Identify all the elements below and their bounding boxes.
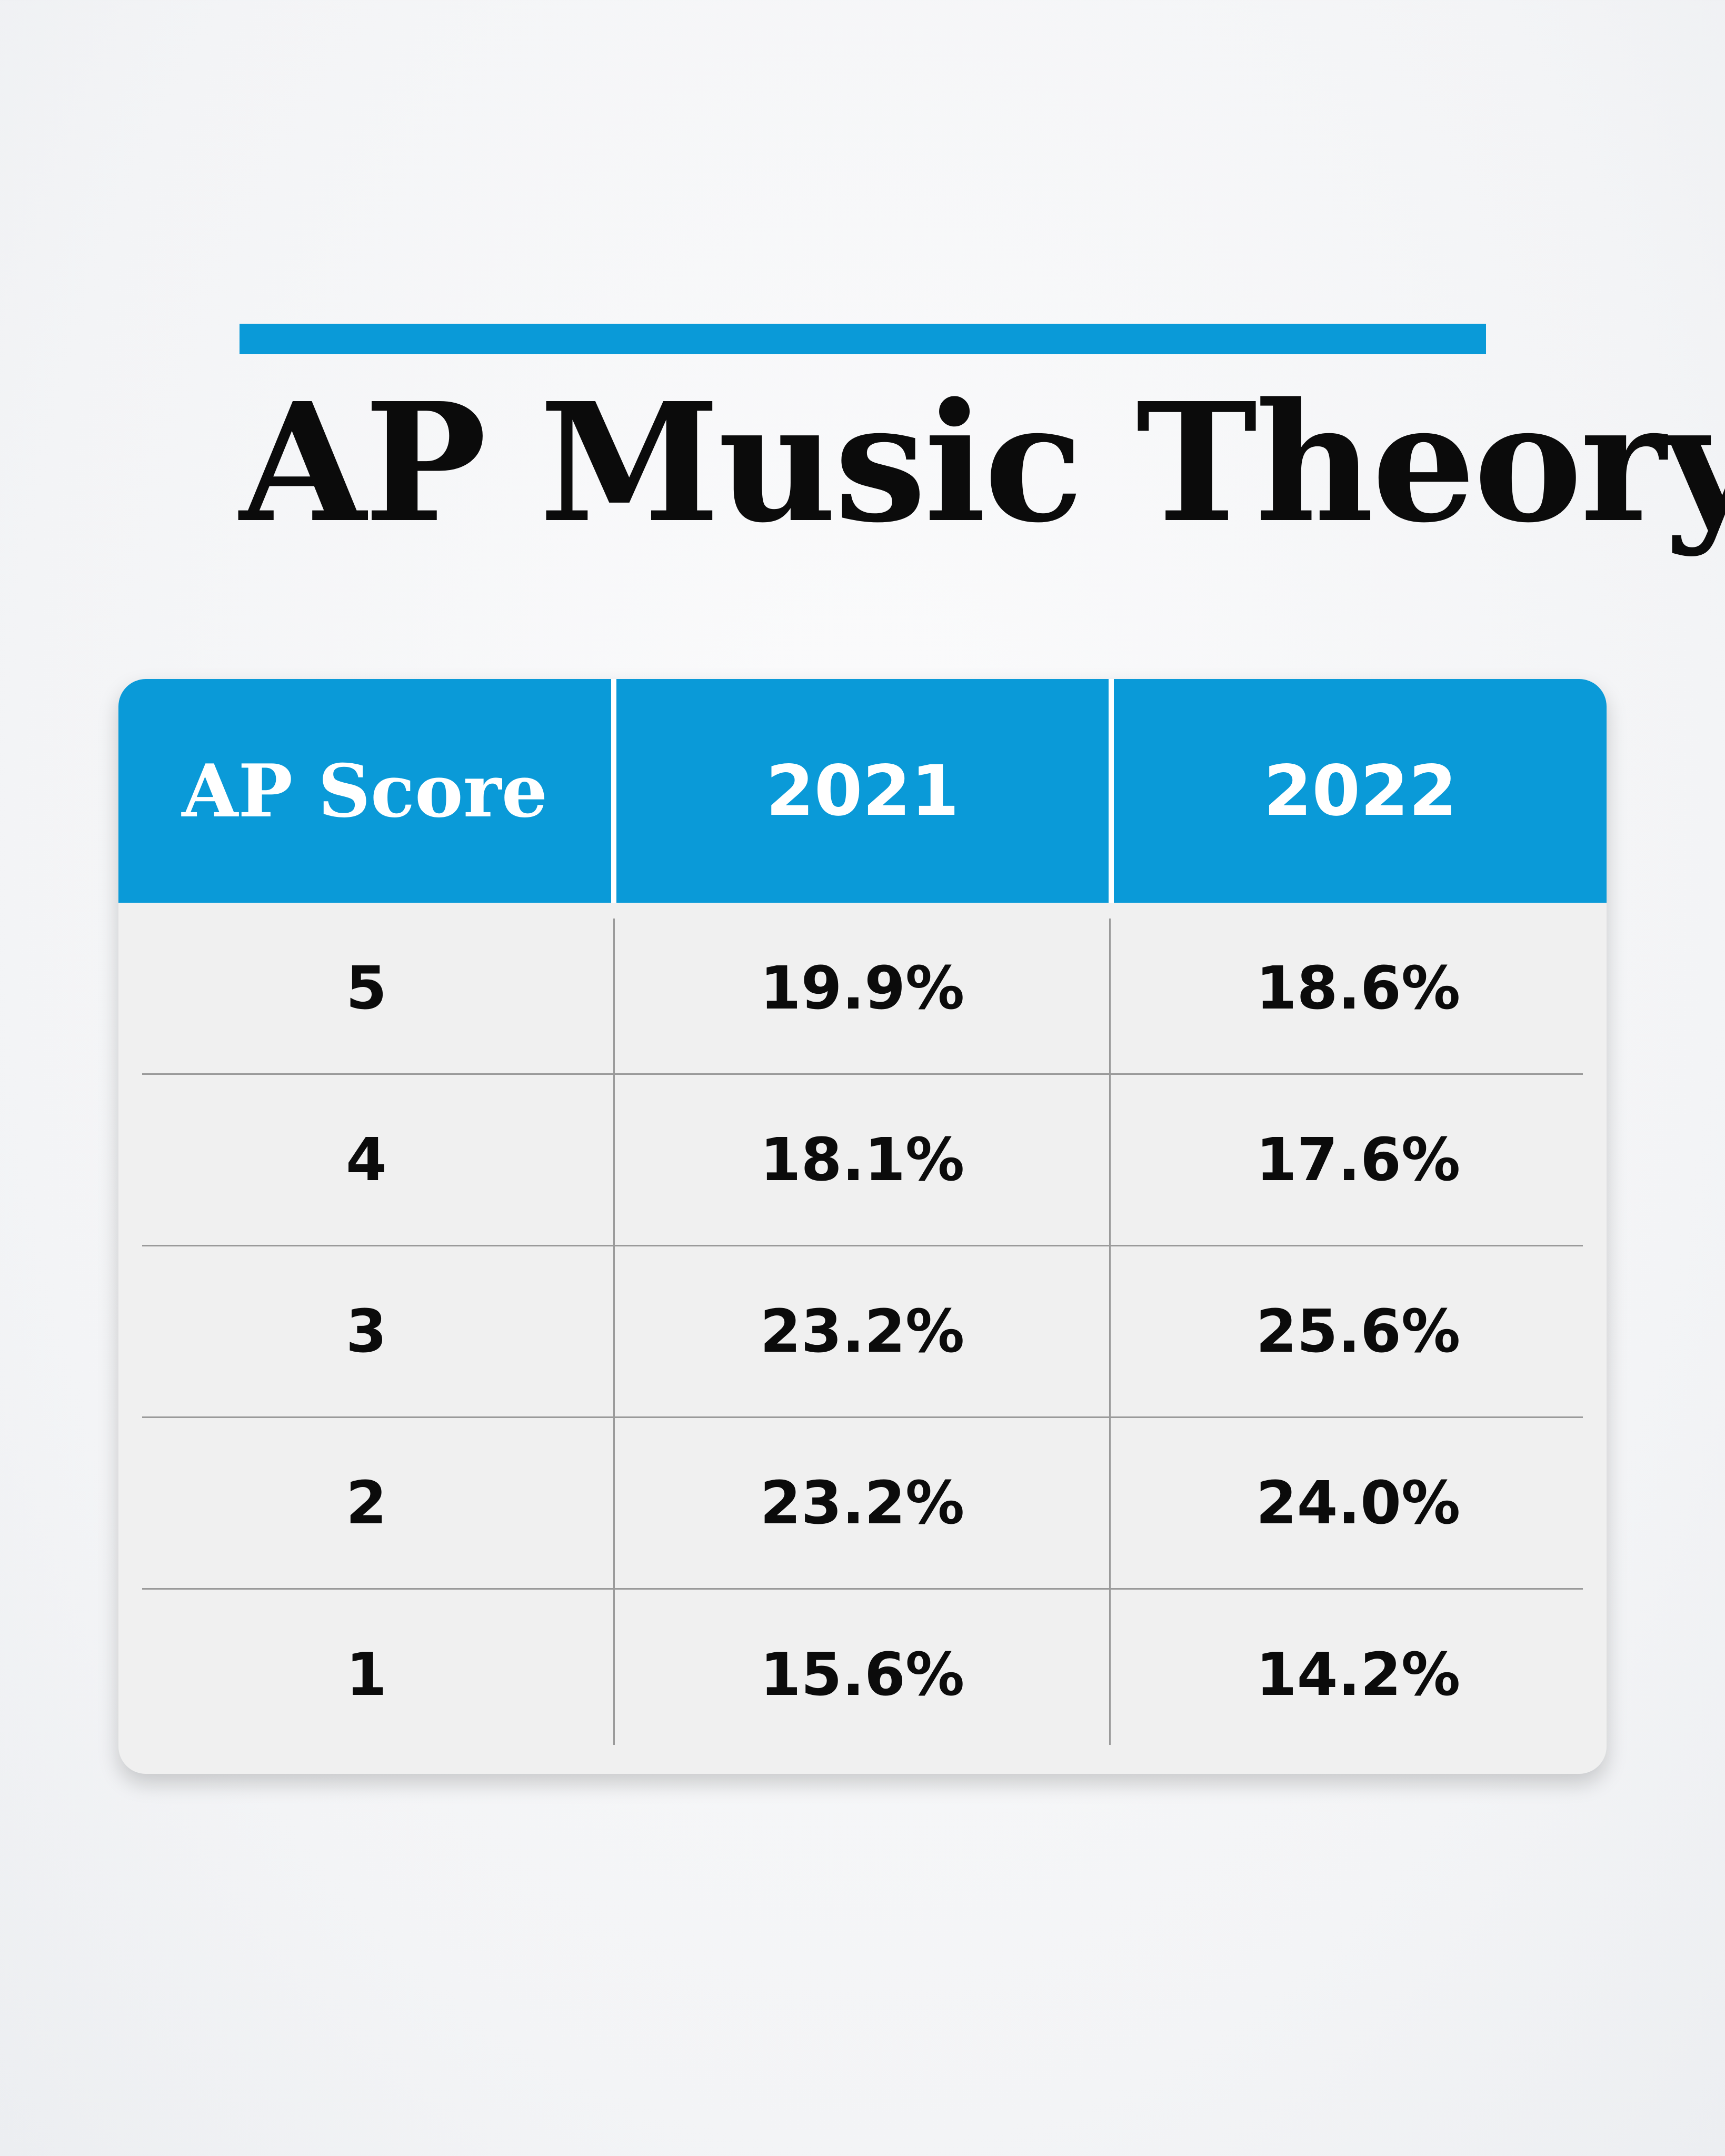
table-row: 1 15.6% 14.2%: [118, 1589, 1607, 1761]
column-header-2022: 2022: [1114, 679, 1607, 903]
score-cell: 2: [346, 1469, 387, 1538]
column-header-2021: 2021: [616, 679, 1109, 903]
table-row: 5 19.9% 18.6%: [118, 903, 1607, 1074]
title-accent-bar: [240, 324, 1486, 354]
row-divider: [142, 1245, 1583, 1246]
score-cell: 1: [346, 1641, 387, 1709]
row-divider: [142, 1073, 1583, 1075]
page-title: AP Music Theory: [240, 367, 1725, 559]
row-divider: [142, 1416, 1583, 1418]
value-2022-cell: 14.2%: [1255, 1641, 1461, 1709]
value-2022-cell: 18.6%: [1255, 954, 1461, 1023]
column-divider: [613, 919, 615, 1745]
value-2021-cell: 19.9%: [760, 954, 965, 1023]
score-table: AP Score 2021 2022 5 19.9% 18.6% 4 18.1%…: [118, 679, 1607, 1774]
row-divider: [142, 1588, 1583, 1590]
value-2022-cell: 24.0%: [1255, 1469, 1461, 1538]
value-2021-cell: 18.1%: [760, 1126, 965, 1194]
table-row: 2 23.2% 24.0%: [118, 1418, 1607, 1589]
value-2021-cell: 23.2%: [760, 1297, 965, 1366]
score-cell: 3: [346, 1297, 387, 1366]
score-cell: 5: [346, 954, 387, 1023]
value-2021-cell: 23.2%: [760, 1469, 965, 1538]
value-2022-cell: 25.6%: [1255, 1297, 1461, 1366]
table-row: 4 18.1% 17.6%: [118, 1074, 1607, 1246]
value-2021-cell: 15.6%: [760, 1641, 965, 1709]
score-cell: 4: [346, 1126, 387, 1194]
table-row: 3 23.2% 25.6%: [118, 1246, 1607, 1418]
table-body: 5 19.9% 18.6% 4 18.1% 17.6% 3 23.2% 25.6…: [118, 903, 1607, 1774]
column-divider: [1109, 919, 1111, 1745]
value-2022-cell: 17.6%: [1255, 1126, 1461, 1194]
column-header-ap-score: AP Score: [118, 679, 611, 903]
table-header-row: AP Score 2021 2022: [118, 679, 1607, 903]
